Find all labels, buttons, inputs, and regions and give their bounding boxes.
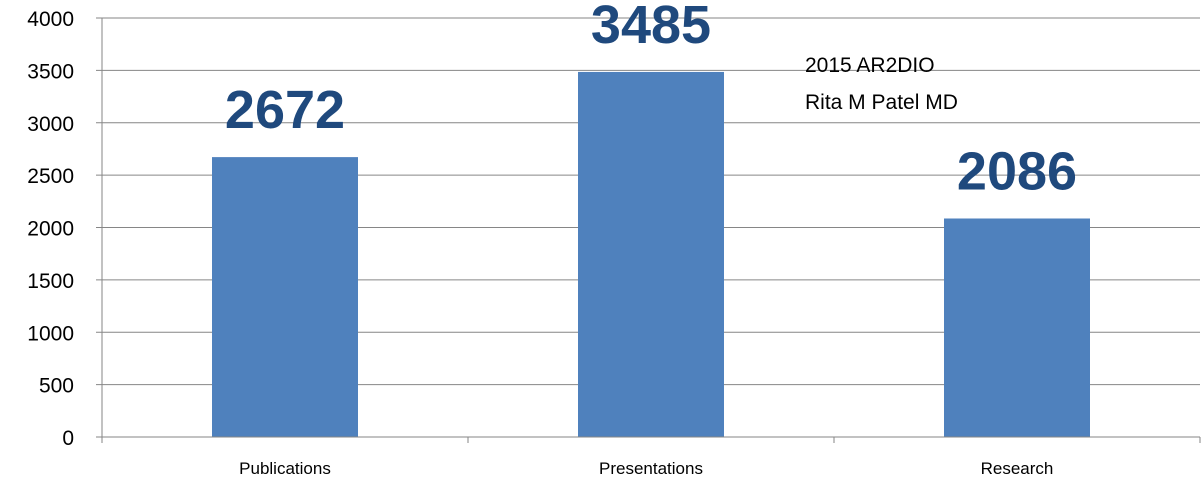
x-tick-labels: Publications Presentations Research [239,459,1053,478]
y-tick-label: 2000 [27,218,74,241]
bar [944,218,1090,437]
data-labels: 2672 3485 2086 [225,0,1077,201]
bars [212,71,1090,437]
annotation-line-2: Rita M Patel MD [805,91,958,114]
axes [96,17,1201,443]
y-tick-label: 4000 [27,8,74,31]
data-label: 2086 [957,141,1077,201]
y-tick-label: 1000 [27,322,74,345]
data-label: 3485 [591,0,711,55]
bar [578,71,724,437]
y-tick-label: 0 [62,427,74,450]
y-tick-label: 2500 [27,165,74,188]
bar [212,157,358,437]
x-tick-label: Research [981,459,1054,478]
annotation: 2015 AR2DIO Rita M Patel MD [805,54,958,114]
y-tick-labels: 0 500 1000 1500 2000 2500 3000 3500 4000 [27,8,74,450]
y-tick-label: 1500 [27,270,74,293]
y-tick-label: 500 [39,375,74,398]
data-label: 2672 [225,80,345,140]
y-tick-label: 3500 [27,60,74,83]
x-tick-label: Publications [239,459,331,478]
x-tick-label: Presentations [599,459,703,478]
annotation-line-1: 2015 AR2DIO [805,54,935,77]
y-tick-label: 3000 [27,113,74,136]
